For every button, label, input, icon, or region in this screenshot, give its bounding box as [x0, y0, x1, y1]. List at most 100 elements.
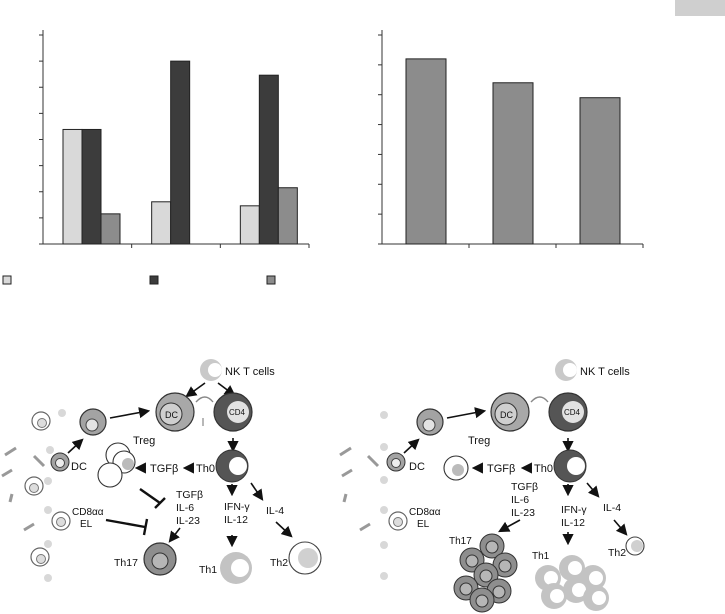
inhibition-line [105, 518, 146, 529]
cd8-cell-icon [51, 511, 71, 531]
dot-icon [44, 506, 52, 514]
treg-cells-icon [97, 442, 136, 488]
dot-icon [44, 540, 52, 548]
th17-cluster-icon [453, 533, 518, 613]
th1-cell-icon [220, 552, 252, 584]
migrating-dc-icon [79, 408, 107, 436]
th0-label: Th0 [196, 463, 215, 475]
arrow-dc-up [403, 438, 420, 454]
bar [258, 74, 279, 245]
legend-swatch [149, 275, 159, 285]
tissue-cell-3-icon [30, 547, 50, 567]
epithelium-mark [366, 454, 380, 468]
dot-icon [58, 409, 66, 417]
dot-icon [44, 574, 52, 582]
th17-label: Th17 [114, 557, 138, 569]
ifn-label: IFN-γ [224, 501, 250, 513]
arrow-to-th17 [498, 519, 521, 533]
arrow-to-th17 [168, 527, 181, 543]
tissue-cell-1-icon [31, 411, 51, 431]
treg-cell-icon [443, 455, 469, 481]
il4-label: IL-4 [603, 502, 621, 514]
cd4-label: CD4 [564, 408, 581, 417]
bar [81, 128, 102, 245]
cd4-cell-icon [548, 392, 588, 432]
bar [579, 97, 621, 245]
nkt-cell-icon [200, 359, 222, 381]
dc-side-label: DC [409, 461, 425, 473]
bar [151, 201, 172, 245]
treg-label: Treg [133, 435, 155, 447]
diagram-right: NK T cells DC CD4 DC CD [339, 359, 645, 613]
nkt-cell-icon [555, 359, 577, 381]
th0-cell-icon [215, 449, 249, 483]
arrow-to-th2 [613, 519, 628, 536]
treg-inhibit-bar [154, 497, 166, 509]
dot-icon [380, 476, 388, 484]
il12-label: IL-12 [561, 517, 585, 529]
cd8-label: CD8αα [72, 507, 104, 518]
corner-tab [675, 0, 725, 16]
arrow-to-th2-cytokines [250, 482, 264, 501]
epithelium-mark [359, 522, 371, 532]
th17-cell-icon [143, 542, 177, 576]
dc-cd4-contact-icon [530, 396, 549, 403]
dc-small-icon [386, 452, 406, 472]
dot-icon [380, 541, 388, 549]
bar-chart-left [39, 30, 310, 248]
epithelium-mark [8, 493, 14, 503]
th17-cytokine-2: IL-6 [511, 494, 529, 506]
legend-swatch [266, 275, 276, 285]
cd8-label: CD8αα [409, 507, 441, 518]
th17-cytokine-1: TGFβ [176, 489, 203, 501]
dc-small-icon [50, 452, 70, 472]
tgfb-label: TGFβ [487, 463, 515, 475]
th17-cytokine-3: IL-23 [511, 507, 535, 519]
bar [405, 58, 447, 245]
th17-cytokine-2: IL-6 [176, 502, 194, 514]
treg-inhibit-line [139, 488, 161, 504]
migrating-dc-icon [416, 408, 444, 436]
inhibition-bar [142, 518, 149, 536]
epithelium-mark [1, 468, 13, 478]
dot-icon [380, 411, 388, 419]
el-label: EL [417, 519, 430, 530]
dc-main-label: DC [500, 410, 513, 420]
cd4-label: CD4 [229, 408, 246, 417]
th17-label: Th17 [449, 536, 472, 547]
dot-icon [380, 572, 388, 580]
th2-label: Th2 [608, 547, 626, 559]
el-label: EL [80, 519, 93, 530]
epithelium-mark [4, 446, 17, 457]
bar [100, 213, 121, 245]
epithelium-mark [341, 468, 353, 478]
dc-cell-icon [490, 392, 530, 432]
nkt-label: NK T cells [225, 366, 275, 378]
bar-chart-right [378, 30, 644, 248]
epithelium-mark [339, 446, 352, 457]
treg-label: Treg [468, 435, 490, 447]
diagram-left: NK T cells DC CD4 DC [1, 359, 322, 584]
arrow-to-th2-cytokines [586, 482, 600, 498]
cd4-cell-icon [213, 392, 253, 432]
bar [492, 82, 534, 245]
epithelium-mark [23, 522, 35, 532]
arrow-nkt-dc [185, 382, 206, 398]
th1-cluster-icon [535, 555, 609, 611]
arrow-dc-up [67, 438, 84, 454]
epithelium-mark [342, 493, 348, 503]
th0-label: Th0 [534, 463, 553, 475]
epithelium-mark [32, 454, 46, 468]
dot-icon [380, 443, 388, 451]
il12-label: IL-12 [224, 514, 248, 526]
il4-label: IL-4 [266, 505, 284, 517]
th1-label: Th1 [532, 551, 550, 562]
tgfb-label: TGFβ [150, 463, 178, 475]
arrow-dc-migration [446, 407, 487, 419]
th2-cell-icon [625, 536, 645, 556]
th2-cell-icon [288, 541, 322, 575]
dc-side-label: DC [71, 461, 87, 473]
dc-cd4-contact-icon [195, 396, 214, 403]
arrow-dc-migration [109, 407, 151, 419]
